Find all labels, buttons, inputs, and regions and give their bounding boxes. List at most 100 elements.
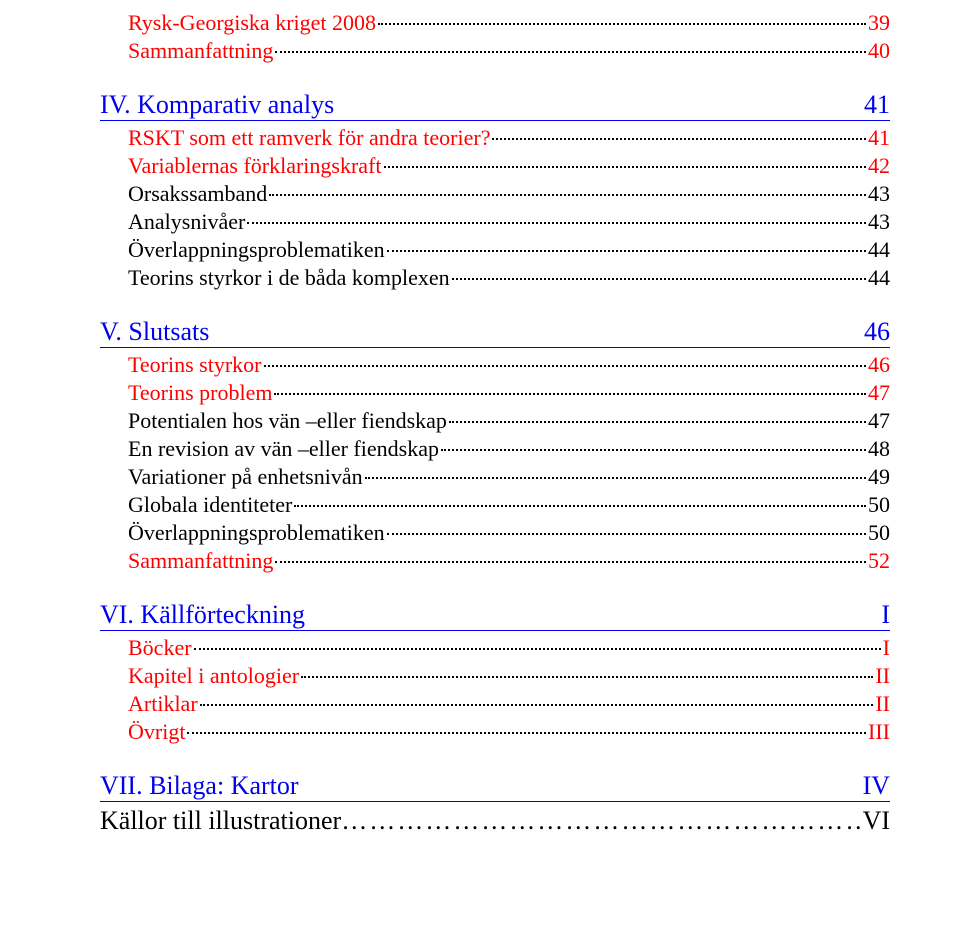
toc-dots xyxy=(441,448,866,451)
toc-entry[interactable]: Globala identiteter 50 xyxy=(100,492,890,518)
illustration-sources-line: Källor till illustrationer …………………………………… xyxy=(100,806,890,836)
toc-label: En revision av vän –eller fiendskap xyxy=(128,436,439,462)
toc-label: Artiklar xyxy=(128,691,198,717)
toc-dots xyxy=(274,392,866,395)
toc-label: Kapitel i antologier xyxy=(128,663,299,689)
toc-dots xyxy=(294,504,866,507)
section-page: 46 xyxy=(864,317,890,347)
section-page: IV xyxy=(863,771,890,801)
toc-label: Överlappningsproblematiken xyxy=(128,237,385,263)
toc-dots xyxy=(492,137,866,140)
toc-page-num: 47 xyxy=(868,408,890,434)
toc-page: Rysk-Georgiska kriget 2008 39 Sammanfatt… xyxy=(0,0,960,856)
toc-page-num: 44 xyxy=(868,265,890,291)
toc-dots xyxy=(387,532,866,535)
toc-dots xyxy=(194,647,881,650)
toc-page-num: 50 xyxy=(868,520,890,546)
toc-entry[interactable]: Variationer på enhetsnivån 49 xyxy=(100,464,890,490)
toc-entry[interactable]: Teorins styrkor 46 xyxy=(100,352,890,378)
toc-page-num: I xyxy=(883,635,890,661)
toc-page-num: 39 xyxy=(868,10,890,36)
section-title: V. Slutsats xyxy=(100,317,209,347)
toc-dots xyxy=(301,675,873,678)
illustration-sources-dots: ………………………………………………… xyxy=(341,806,862,836)
toc-label: Analysnivåer xyxy=(128,209,245,235)
section-vii: VII. Bilaga: Kartor IV Källor till illus… xyxy=(100,771,890,836)
toc-entry[interactable]: Böcker I xyxy=(100,635,890,661)
section-page: 41 xyxy=(864,90,890,120)
toc-page-num: II xyxy=(875,663,890,689)
toc-dots xyxy=(275,560,866,563)
toc-entry[interactable]: En revision av vän –eller fiendskap 48 xyxy=(100,436,890,462)
pre-entries: Rysk-Georgiska kriget 2008 39 Sammanfatt… xyxy=(100,10,890,64)
toc-page-num: 48 xyxy=(868,436,890,462)
toc-entry[interactable]: Sammanfattning 40 xyxy=(100,38,890,64)
toc-dots xyxy=(247,221,866,224)
toc-label: RSKT som ett ramverk för andra teorier? xyxy=(128,125,490,151)
toc-dots xyxy=(200,703,874,706)
toc-label: Teorins problem xyxy=(128,380,272,406)
toc-label: Böcker xyxy=(128,635,192,661)
toc-page-num: 44 xyxy=(868,237,890,263)
toc-entry[interactable]: Teorins styrkor i de båda komplexen 44 xyxy=(100,265,890,291)
toc-entry[interactable]: Rysk-Georgiska kriget 2008 39 xyxy=(100,10,890,36)
toc-label: Potentialen hos vän –eller fiendskap xyxy=(128,408,447,434)
section-vi: VI. Källförteckning I Böcker I Kapitel i… xyxy=(100,600,890,745)
illustration-sources-page: VI xyxy=(863,806,890,836)
toc-page-num: 41 xyxy=(868,125,890,151)
toc-entry[interactable]: Potentialen hos vän –eller fiendskap 47 xyxy=(100,408,890,434)
toc-label: Övrigt xyxy=(128,719,185,745)
toc-entry[interactable]: Artiklar II xyxy=(100,691,890,717)
toc-page-num: 52 xyxy=(868,548,890,574)
toc-entry[interactable]: Teorins problem 47 xyxy=(100,380,890,406)
toc-dots xyxy=(365,476,866,479)
section-title: VII. Bilaga: Kartor xyxy=(100,771,299,801)
section-heading[interactable]: IV. Komparativ analys 41 xyxy=(100,90,890,121)
section-page: I xyxy=(881,600,890,630)
toc-entry[interactable]: Överlappningsproblematiken 50 xyxy=(100,520,890,546)
toc-entry[interactable]: Sammanfattning 52 xyxy=(100,548,890,574)
section-heading[interactable]: VI. Källförteckning I xyxy=(100,600,890,631)
illustration-sources-label: Källor till illustrationer xyxy=(100,806,341,836)
toc-page-num: II xyxy=(875,691,890,717)
section-heading[interactable]: VII. Bilaga: Kartor IV xyxy=(100,771,890,802)
toc-dots xyxy=(452,277,866,280)
toc-page-num: 46 xyxy=(868,352,890,378)
toc-page-num: 50 xyxy=(868,492,890,518)
toc-dots xyxy=(269,193,866,196)
toc-label: Variablernas förklaringskraft xyxy=(128,153,382,179)
section-title: IV. Komparativ analys xyxy=(100,90,334,120)
toc-dots xyxy=(384,165,866,168)
toc-page-num: 43 xyxy=(868,181,890,207)
toc-label: Överlappningsproblematiken xyxy=(128,520,385,546)
toc-dots xyxy=(449,420,866,423)
toc-entry[interactable]: Variablernas förklaringskraft 42 xyxy=(100,153,890,179)
toc-label: Variationer på enhetsnivån xyxy=(128,464,363,490)
toc-label: Sammanfattning xyxy=(128,38,273,64)
toc-dots xyxy=(187,731,866,734)
toc-entry[interactable]: Orsakssamband 43 xyxy=(100,181,890,207)
toc-dots xyxy=(387,249,866,252)
toc-label: Sammanfattning xyxy=(128,548,273,574)
toc-entry[interactable]: Kapitel i antologier II xyxy=(100,663,890,689)
toc-entry[interactable]: RSKT som ett ramverk för andra teorier? … xyxy=(100,125,890,151)
toc-page-num: 49 xyxy=(868,464,890,490)
toc-entry[interactable]: Överlappningsproblematiken 44 xyxy=(100,237,890,263)
toc-page-num: 42 xyxy=(868,153,890,179)
section-iv: IV. Komparativ analys 41 RSKT som ett ra… xyxy=(100,90,890,291)
section-v: V. Slutsats 46 Teorins styrkor 46 Teorin… xyxy=(100,317,890,574)
toc-dots xyxy=(264,364,867,367)
toc-page-num: 40 xyxy=(868,38,890,64)
section-title: VI. Källförteckning xyxy=(100,600,305,630)
toc-label: Teorins styrkor xyxy=(128,352,262,378)
toc-label: Globala identiteter xyxy=(128,492,292,518)
toc-label: Rysk-Georgiska kriget 2008 xyxy=(128,10,376,36)
toc-label: Orsakssamband xyxy=(128,181,267,207)
toc-page-num: 43 xyxy=(868,209,890,235)
toc-entry[interactable]: Övrigt III xyxy=(100,719,890,745)
toc-page-num: 47 xyxy=(868,380,890,406)
section-heading[interactable]: V. Slutsats 46 xyxy=(100,317,890,348)
toc-entry[interactable]: Analysnivåer 43 xyxy=(100,209,890,235)
toc-dots xyxy=(275,50,866,53)
toc-dots xyxy=(378,22,866,25)
